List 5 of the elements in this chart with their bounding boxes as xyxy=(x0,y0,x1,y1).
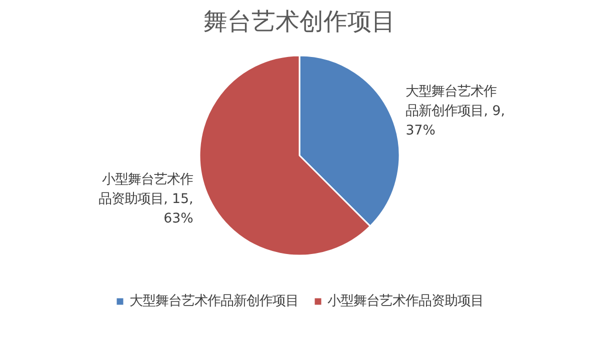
data-label: 小型舞台艺术作品资助项目, 15, 63% xyxy=(98,172,194,227)
data-label: 大型舞台艺术作品新创作项目, 9, 37% xyxy=(406,84,505,138)
chart-title: 舞台艺术创作项目 xyxy=(204,8,396,36)
legend-label: 大型舞台艺术作品新创作项目 xyxy=(130,292,298,310)
legend-label: 小型舞台艺术作品资助项目 xyxy=(328,292,484,310)
